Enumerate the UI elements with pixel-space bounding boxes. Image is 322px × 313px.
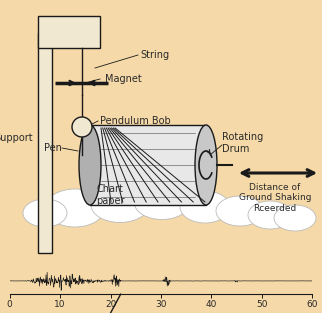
Text: Magnet: Magnet (105, 74, 142, 84)
Ellipse shape (79, 125, 101, 205)
Text: String: String (140, 50, 169, 60)
Text: Pendulum Bob: Pendulum Bob (100, 116, 171, 126)
Ellipse shape (274, 205, 316, 231)
Ellipse shape (135, 187, 190, 219)
FancyBboxPatch shape (90, 125, 206, 205)
Ellipse shape (248, 201, 292, 229)
Text: Pen: Pen (44, 143, 62, 153)
Ellipse shape (91, 187, 149, 223)
Text: Support: Support (0, 133, 33, 143)
Text: Chart
paper: Chart paper (96, 184, 124, 206)
Ellipse shape (195, 125, 217, 205)
Ellipse shape (23, 199, 67, 227)
Circle shape (72, 117, 92, 137)
Text: Distance of
Ground Shaking
Rceerded: Distance of Ground Shaking Rceerded (239, 183, 311, 213)
FancyBboxPatch shape (38, 16, 100, 48)
Ellipse shape (180, 191, 230, 223)
Text: Rotating
Drum: Rotating Drum (222, 132, 263, 154)
Ellipse shape (45, 189, 105, 227)
FancyBboxPatch shape (38, 33, 52, 253)
Ellipse shape (216, 196, 264, 226)
